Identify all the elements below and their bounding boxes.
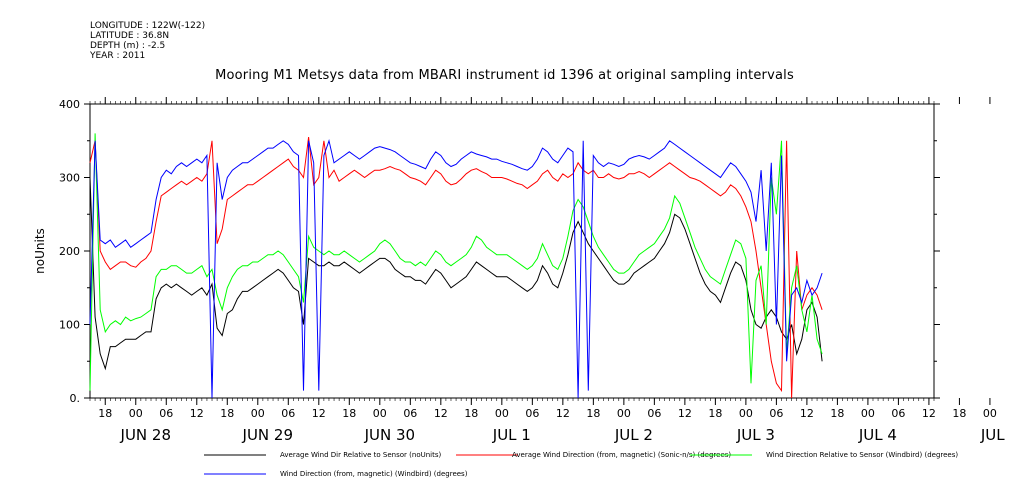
x-day-label: JUL 1: [492, 426, 531, 444]
series-line-4: [89, 138, 823, 399]
x-tick-label: 00: [373, 407, 387, 420]
x-day-label: JUL 3: [736, 426, 775, 444]
y-tick-label: 400: [59, 98, 80, 111]
series-line-1: [89, 177, 823, 371]
x-tick-label: 18: [586, 407, 600, 420]
x-tick-label: 18: [220, 407, 234, 420]
x-tick-label: 12: [678, 407, 692, 420]
x-tick-label: 06: [891, 407, 905, 420]
x-tick-label: 12: [312, 407, 326, 420]
legend-label-2: Average Wind Direction (from, magnetic) …: [512, 451, 731, 459]
longitude-label: LONGITUDE : 122W(-122): [90, 21, 206, 31]
x-tick-label: 00: [495, 407, 509, 420]
y-tick-label: 0.: [70, 392, 81, 405]
x-day-label: JUL 2: [614, 426, 653, 444]
x-day-label: JUN 30: [364, 426, 415, 444]
y-tick-label: 200: [59, 245, 80, 258]
x-tick-label: 12: [190, 407, 204, 420]
x-tick-label: 00: [617, 407, 631, 420]
x-tick-label: 06: [403, 407, 417, 420]
y-tick-label: 100: [59, 319, 80, 332]
year-label: YEAR : 2011: [90, 51, 146, 61]
x-tick-label: 18: [342, 407, 356, 420]
legend-label-1: Average Wind Dir Relative to Sensor (noU…: [280, 451, 441, 459]
x-tick-label: 18: [952, 407, 966, 420]
x-tick-label: 12: [800, 407, 814, 420]
x-tick-label: 18: [98, 407, 112, 420]
x-day-label: JUN 29: [242, 426, 293, 444]
series-line-3: [89, 133, 823, 391]
x-day-label: JUL 4: [858, 426, 897, 444]
depth-label: DEPTH (m) : -2.5: [90, 41, 166, 51]
x-tick-label: 00: [251, 407, 265, 420]
x-tick-label: 00: [739, 407, 753, 420]
x-tick-label: 12: [556, 407, 570, 420]
chart-title: Mooring M1 Metsys data from MBARI instru…: [215, 68, 794, 83]
series-line-2: [89, 137, 823, 399]
x-tick-label: 00: [129, 407, 143, 420]
x-tick-label: 00: [861, 407, 875, 420]
x-tick-label: 12: [434, 407, 448, 420]
x-tick-label: 06: [769, 407, 783, 420]
x-tick-label: 06: [647, 407, 661, 420]
x-tick-label: 18: [830, 407, 844, 420]
x-tick-label: 18: [464, 407, 478, 420]
x-day-label: JUL 5: [980, 426, 1009, 444]
plot-frame: [89, 103, 935, 399]
x-tick-label: 06: [281, 407, 295, 420]
x-tick-label: 00: [983, 407, 997, 420]
legend-label-3: Wind Direction Relative to Sensor (Windb…: [766, 451, 958, 459]
legend-label-4: Wind Direction (from, magnetic) (Windbir…: [280, 470, 468, 478]
metadata-block: LONGITUDE : 122W(-122) LATITUDE : 36.8N …: [90, 21, 205, 61]
y-axis-label: noUnits: [33, 228, 47, 274]
x-tick-label: 18: [708, 407, 722, 420]
x-tick-label: 06: [159, 407, 173, 420]
x-tick-label: 12: [922, 407, 936, 420]
y-tick-label: 300: [59, 172, 80, 185]
latitude-label: LATITUDE : 36.8N: [90, 31, 170, 41]
x-day-label: JUN 28: [120, 426, 171, 444]
x-tick-label: 06: [525, 407, 539, 420]
